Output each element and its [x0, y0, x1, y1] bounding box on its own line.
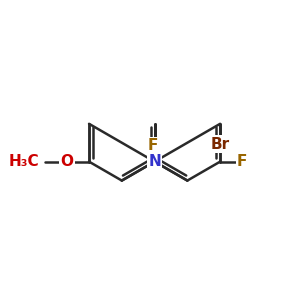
Text: F: F	[148, 138, 158, 153]
Text: H₃C: H₃C	[9, 154, 40, 169]
Text: Br: Br	[211, 137, 230, 152]
Text: O: O	[61, 154, 74, 169]
Text: F: F	[237, 154, 247, 169]
Text: N: N	[148, 154, 161, 169]
